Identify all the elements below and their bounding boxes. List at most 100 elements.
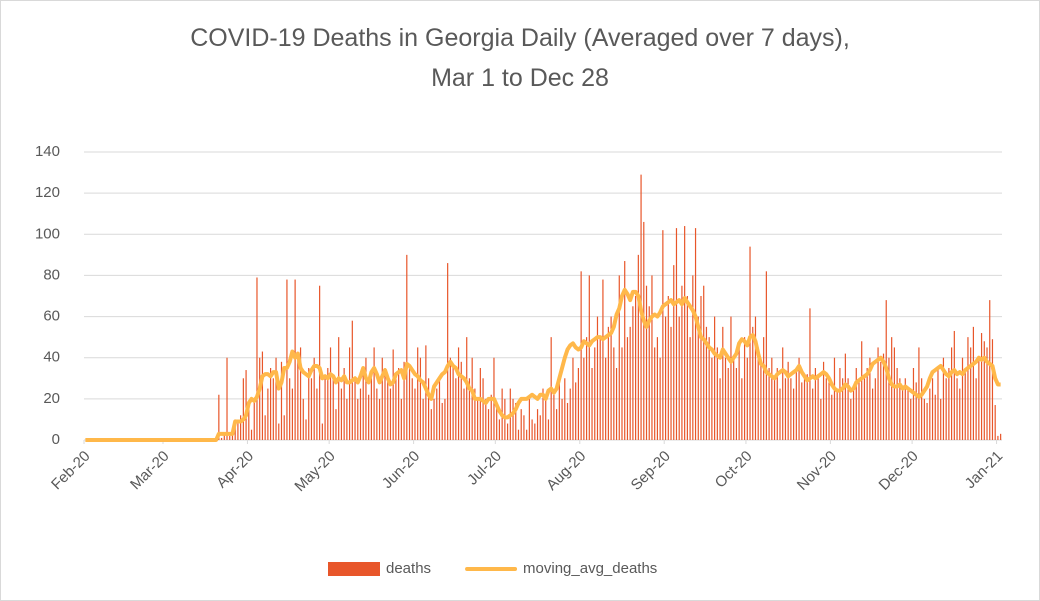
bar (961, 357, 964, 440)
bar (321, 423, 323, 440)
bar (795, 368, 797, 440)
bar (400, 398, 402, 440)
bar (362, 368, 364, 440)
bar (471, 357, 473, 440)
bar (605, 357, 607, 440)
bar (1000, 433, 1002, 440)
bar (664, 316, 667, 440)
bar (588, 275, 590, 440)
bar (809, 308, 811, 440)
bar (812, 388, 814, 440)
bar (825, 378, 827, 440)
bar (970, 347, 972, 440)
bar (264, 415, 266, 440)
bar (820, 398, 822, 440)
bar (253, 398, 255, 440)
bar (340, 388, 343, 440)
bar (757, 347, 759, 440)
bar (814, 368, 817, 440)
bar (436, 388, 438, 440)
bar (912, 368, 915, 440)
bar (329, 347, 332, 440)
bar (275, 357, 277, 440)
bar (591, 368, 593, 440)
bar (359, 388, 362, 440)
bar (790, 378, 792, 440)
bar (833, 357, 836, 440)
bar (861, 341, 863, 440)
bar (896, 368, 898, 440)
bar (822, 361, 825, 440)
bar (921, 378, 923, 440)
bar (722, 326, 724, 440)
bar (387, 378, 389, 440)
bar (561, 398, 563, 440)
bar (850, 398, 852, 440)
bar (618, 275, 620, 440)
bar (670, 326, 672, 440)
bar (564, 378, 566, 440)
bar (297, 357, 299, 440)
bar (444, 398, 446, 440)
bar (956, 378, 958, 440)
bar (482, 378, 484, 440)
bar (370, 378, 372, 440)
bar (346, 398, 348, 440)
bar (392, 349, 394, 440)
bar (763, 337, 765, 440)
bar (365, 357, 367, 440)
bar (419, 357, 422, 440)
bar (708, 337, 710, 440)
bar (654, 347, 656, 440)
bar (256, 277, 258, 440)
bar (872, 388, 874, 440)
bar (357, 398, 359, 440)
bar (940, 398, 942, 440)
bar (910, 398, 912, 440)
bar (754, 316, 757, 440)
bar (343, 368, 345, 440)
bar (779, 388, 781, 440)
bar (942, 357, 945, 440)
bar (569, 388, 571, 440)
bar (463, 388, 465, 440)
bar (983, 341, 985, 440)
bar (997, 435, 999, 440)
bar (839, 368, 841, 440)
bar (457, 347, 460, 440)
bar (607, 326, 609, 440)
bar (667, 296, 669, 440)
bar (978, 357, 980, 440)
bar (700, 296, 702, 440)
bar (624, 261, 626, 440)
bar (302, 398, 304, 440)
bar (395, 378, 397, 440)
bar (547, 419, 550, 440)
bar (694, 228, 697, 440)
bar (684, 226, 686, 440)
bar (831, 394, 833, 440)
bar (496, 402, 498, 440)
bar (842, 378, 844, 440)
bar (218, 394, 220, 440)
bar (705, 326, 708, 440)
bar (220, 437, 223, 440)
bar (648, 306, 650, 440)
bar (637, 254, 639, 440)
bar (577, 368, 580, 440)
bar (953, 330, 955, 440)
bar (645, 285, 648, 440)
bar (697, 316, 699, 440)
bar (313, 357, 315, 440)
bar (931, 378, 934, 440)
bar (526, 429, 528, 440)
bar (286, 279, 288, 440)
bar (335, 409, 337, 440)
bar (515, 402, 517, 440)
bar (651, 275, 653, 440)
bar (427, 378, 430, 440)
bar (487, 409, 490, 440)
bar (408, 368, 411, 440)
bar (817, 378, 819, 440)
